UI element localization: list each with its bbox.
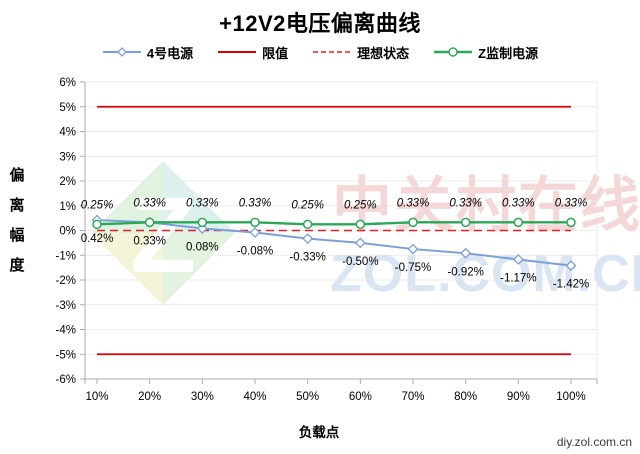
series-zmonitor-data-label: 0.33% (133, 197, 166, 209)
x-tick-label: 90% (507, 391, 530, 403)
legend-item-limit: 限值 (217, 43, 288, 62)
series-zmonitor-marker (513, 217, 524, 228)
series-supply4-marker (354, 237, 366, 249)
legend-item-ideal: 理想状态 (312, 43, 409, 62)
y-tick-label: 3% (59, 151, 76, 163)
series-supply4-data-label: 0.33% (133, 235, 166, 247)
logo-watermark-z: Z (130, 174, 196, 295)
series-zmonitor-marker (566, 217, 576, 228)
dashed-line-icon (313, 51, 352, 53)
series-supply4-data-label: -0.75% (395, 262, 431, 274)
series-zmonitor-marker (197, 217, 208, 228)
y-tick-label: -5% (56, 349, 76, 361)
y-axis-title: 幅 (9, 226, 24, 244)
series-supply4-data-label: -0.92% (447, 266, 483, 278)
y-tick-label: -4% (56, 325, 76, 337)
series-supply4-marker (460, 247, 472, 259)
y-tick-label: -6% (56, 374, 76, 386)
legend-label-limit: 限值 (262, 45, 289, 61)
x-tick-label: 10% (85, 391, 108, 403)
x-tick-label: 30% (191, 391, 214, 403)
series-supply4-marker (565, 260, 577, 272)
series-zmonitor-marker (460, 217, 471, 228)
y-tick-label: -1% (56, 250, 76, 262)
series-supply4-marker (407, 243, 419, 255)
x-tick-label: 70% (401, 391, 424, 403)
y-axis-title: 偏 (9, 166, 24, 184)
x-tick-label: 20% (138, 391, 161, 403)
series-supply4-data-label: -0.08% (237, 245, 273, 257)
y-tick-label: 1% (59, 201, 76, 213)
brand-watermark-en: ZOL.COM.CN (330, 245, 640, 303)
series-zmonitor-marker (302, 219, 313, 230)
series-supply4-marker (302, 233, 314, 245)
logo-watermark (163, 161, 235, 233)
series-supply4-data-label: -0.33% (289, 252, 325, 264)
y-tick-label: 2% (59, 176, 76, 188)
brand-watermark-cn: 中关村在线 (332, 172, 640, 239)
logo-watermark (91, 233, 163, 305)
series-zmonitor-marker (355, 219, 366, 230)
series-zmonitor-marker (92, 219, 102, 230)
legend-item-supply4: 4号电源 (102, 43, 193, 62)
series-zmonitor-data-label: 0.33% (449, 197, 482, 209)
series-supply4-data-label: -1.42% (553, 279, 589, 291)
series-zmonitor-data-label: 0.33% (239, 197, 272, 209)
series-supply4-marker (512, 254, 524, 265)
legend-label-zmonitor: Z监制电源 (478, 45, 539, 61)
series-supply4-marker (249, 227, 261, 238)
line-circle-marker-icon (434, 47, 473, 57)
x-axis-title: 负载点 (299, 424, 340, 440)
series-zmonitor-data-label: 0.33% (555, 197, 588, 209)
y-tick-label: -3% (56, 300, 76, 312)
chart-legend: 4号电源 限值 理想状态 Z监制电源 (0, 42, 640, 62)
y-tick-label: 4% (59, 127, 76, 139)
series-zmonitor-line (96, 221, 571, 226)
x-tick-label: 60% (349, 391, 372, 403)
y-axis-title: 度 (9, 256, 25, 274)
x-tick-label: 80% (454, 391, 477, 403)
x-tick-label: 40% (243, 391, 266, 403)
y-axis-title: 离 (9, 196, 24, 214)
legend-label-ideal: 理想状态 (357, 45, 410, 61)
solid-line-icon (218, 51, 257, 53)
x-tick-label: 50% (296, 391, 319, 403)
series-zmonitor-data-label: 0.25% (291, 199, 324, 211)
logo-watermark (91, 161, 163, 233)
series-zmonitor-marker (408, 217, 418, 228)
legend-item-zmonitor: Z监制电源 (433, 43, 538, 62)
series-zmonitor-data-label: 0.25% (81, 199, 114, 211)
series-supply4-line (96, 219, 572, 267)
line-diamond-marker-icon (102, 47, 141, 57)
x-tick-label: 100% (556, 391, 585, 403)
site-watermark-text: diy.zol.com.cn (556, 435, 632, 449)
series-supply4-data-label: -0.50% (342, 256, 378, 268)
series-zmonitor-marker (250, 217, 260, 228)
series-zmonitor-data-label: 0.33% (502, 197, 535, 209)
y-tick-label: 0% (59, 226, 76, 238)
series-supply4-data-label: 0.08% (186, 242, 219, 254)
y-tick-label: 6% (59, 77, 76, 89)
logo-watermark (163, 233, 235, 305)
series-zmonitor-data-label: 0.25% (344, 199, 377, 211)
series-zmonitor-marker (144, 217, 155, 228)
y-tick-label: -2% (56, 275, 76, 287)
series-supply4-data-label: -1.17% (500, 272, 536, 284)
legend-label-supply4: 4号电源 (146, 45, 194, 61)
series-supply4-data-label: 0.42% (81, 233, 114, 245)
y-tick-label: 5% (59, 102, 76, 114)
series-zmonitor-data-label: 0.33% (397, 197, 430, 209)
series-zmonitor-data-label: 0.33% (186, 197, 219, 209)
chart-title: +12V2电压偏离曲线 (219, 11, 421, 36)
